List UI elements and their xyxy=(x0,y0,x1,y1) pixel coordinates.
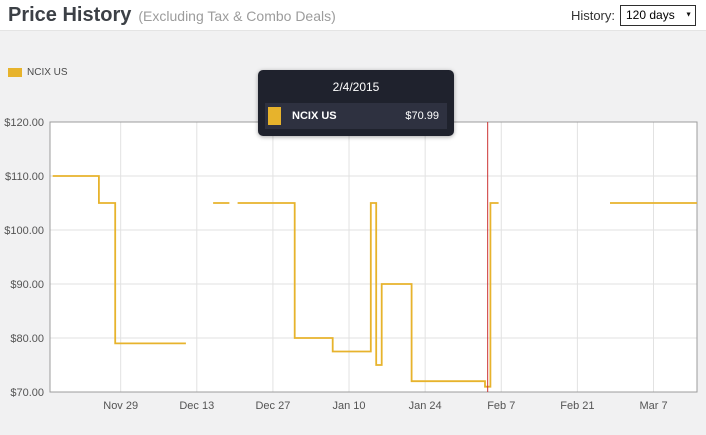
y-axis-label: $80.00 xyxy=(10,333,44,345)
page-title: Price History xyxy=(8,3,132,26)
tooltip-price: $70.99 xyxy=(405,110,439,122)
x-axis-label: Dec 27 xyxy=(255,400,290,412)
x-axis-label: Jan 10 xyxy=(333,400,366,412)
y-axis-label: $110.00 xyxy=(5,171,44,183)
page-subtitle: (Excluding Tax & Combo Deals) xyxy=(138,7,336,24)
plot-background[interactable] xyxy=(50,122,697,392)
legend-swatch-ncix-us xyxy=(8,68,22,77)
history-select[interactable]: 120 days xyxy=(620,4,696,26)
history-group: History: 120 days ▼ xyxy=(570,4,696,26)
history-select-wrap: 120 days ▼ xyxy=(620,4,696,26)
tooltip-date: 2/4/2015 xyxy=(332,80,380,94)
legend: NCIX US xyxy=(8,67,68,78)
chart-tooltip: 2/4/2015 NCIX US $70.99 xyxy=(258,70,454,136)
history-label: History: xyxy=(570,7,615,23)
title-group: Price History (Excluding Tax & Combo Dea… xyxy=(8,4,336,27)
y-axis-label: $100.00 xyxy=(4,225,44,237)
tooltip-series-name: NCIX US xyxy=(292,110,337,122)
x-axis-label: Feb 21 xyxy=(560,400,594,412)
price-line-ncix-us xyxy=(52,175,186,345)
x-axis-label: Nov 29 xyxy=(103,400,138,412)
x-axis-label: Feb 7 xyxy=(487,400,515,412)
y-axis-label: $90.00 xyxy=(10,279,44,291)
price-line-ncix-us xyxy=(237,202,499,388)
tooltip-swatch xyxy=(268,107,281,125)
x-axis-label: Jan 24 xyxy=(409,400,442,412)
x-axis-label: Mar 7 xyxy=(639,400,667,412)
y-axis-label: $120.00 xyxy=(4,117,44,129)
legend-label-ncix-us: NCIX US xyxy=(27,67,68,78)
y-axis-label: $70.00 xyxy=(10,387,44,399)
x-axis-label: Dec 13 xyxy=(179,400,214,412)
header-bar: Price History (Excluding Tax & Combo Dea… xyxy=(0,0,706,31)
tooltip-row: NCIX US $70.99 xyxy=(265,103,447,129)
